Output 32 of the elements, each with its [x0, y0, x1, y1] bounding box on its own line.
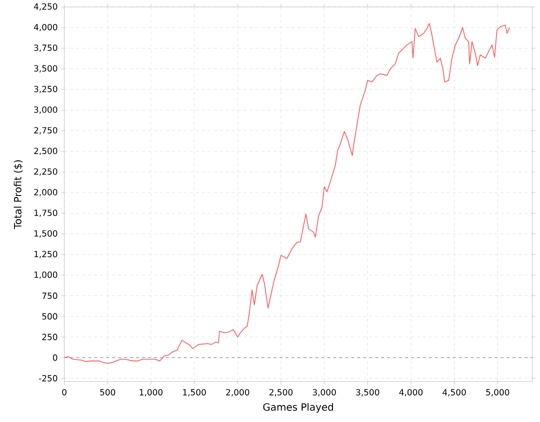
x-tick-label: 1,000 [140, 388, 163, 396]
y-tick-label: 4,000 [34, 24, 58, 32]
x-tick-label: 0 [62, 388, 66, 396]
y-tick-label: 1,750 [34, 209, 58, 217]
y-tick-label: 4,250 [34, 3, 58, 10]
y-tick-label: 3,250 [34, 86, 58, 93]
y-tick-label: 250 [42, 334, 58, 340]
y-tick-label: 1,000 [34, 271, 58, 279]
x-tick-label: 500 [100, 388, 116, 396]
y-tick-label: 500 [42, 313, 58, 320]
x-tick-label: 5,000 [486, 388, 510, 396]
y-tick-label: 750 [42, 292, 58, 299]
y-tick-label: 1,250 [34, 250, 58, 258]
y-tick-label: 2,500 [34, 148, 58, 155]
x-tick-label: 2,000 [226, 388, 250, 396]
y-tick-label: 3,750 [34, 44, 58, 52]
y-tick-label: 0 [52, 354, 58, 361]
x-tick-label: 3,000 [312, 388, 336, 396]
y-axis-title: Total Profit ($) [14, 160, 23, 230]
y-tick-label: 3,000 [34, 106, 58, 114]
x-tick-label: 4,000 [399, 388, 423, 396]
y-tick-label: 2,000 [34, 188, 58, 196]
y-tick-label: 1,500 [34, 230, 58, 238]
x-tick-label: 3,500 [356, 388, 380, 396]
y-tick-label: -250 [38, 374, 58, 382]
x-tick-label: 4,500 [442, 388, 466, 396]
x-axis-title: Games Played [263, 402, 334, 413]
y-tick-label: 2,750 [34, 126, 58, 134]
y-tick-label: 2,250 [34, 168, 58, 176]
x-tick-label: 1,500 [183, 388, 206, 396]
x-tick-label: 2,500 [269, 388, 293, 396]
y-tick-label: 3,500 [34, 65, 58, 72]
